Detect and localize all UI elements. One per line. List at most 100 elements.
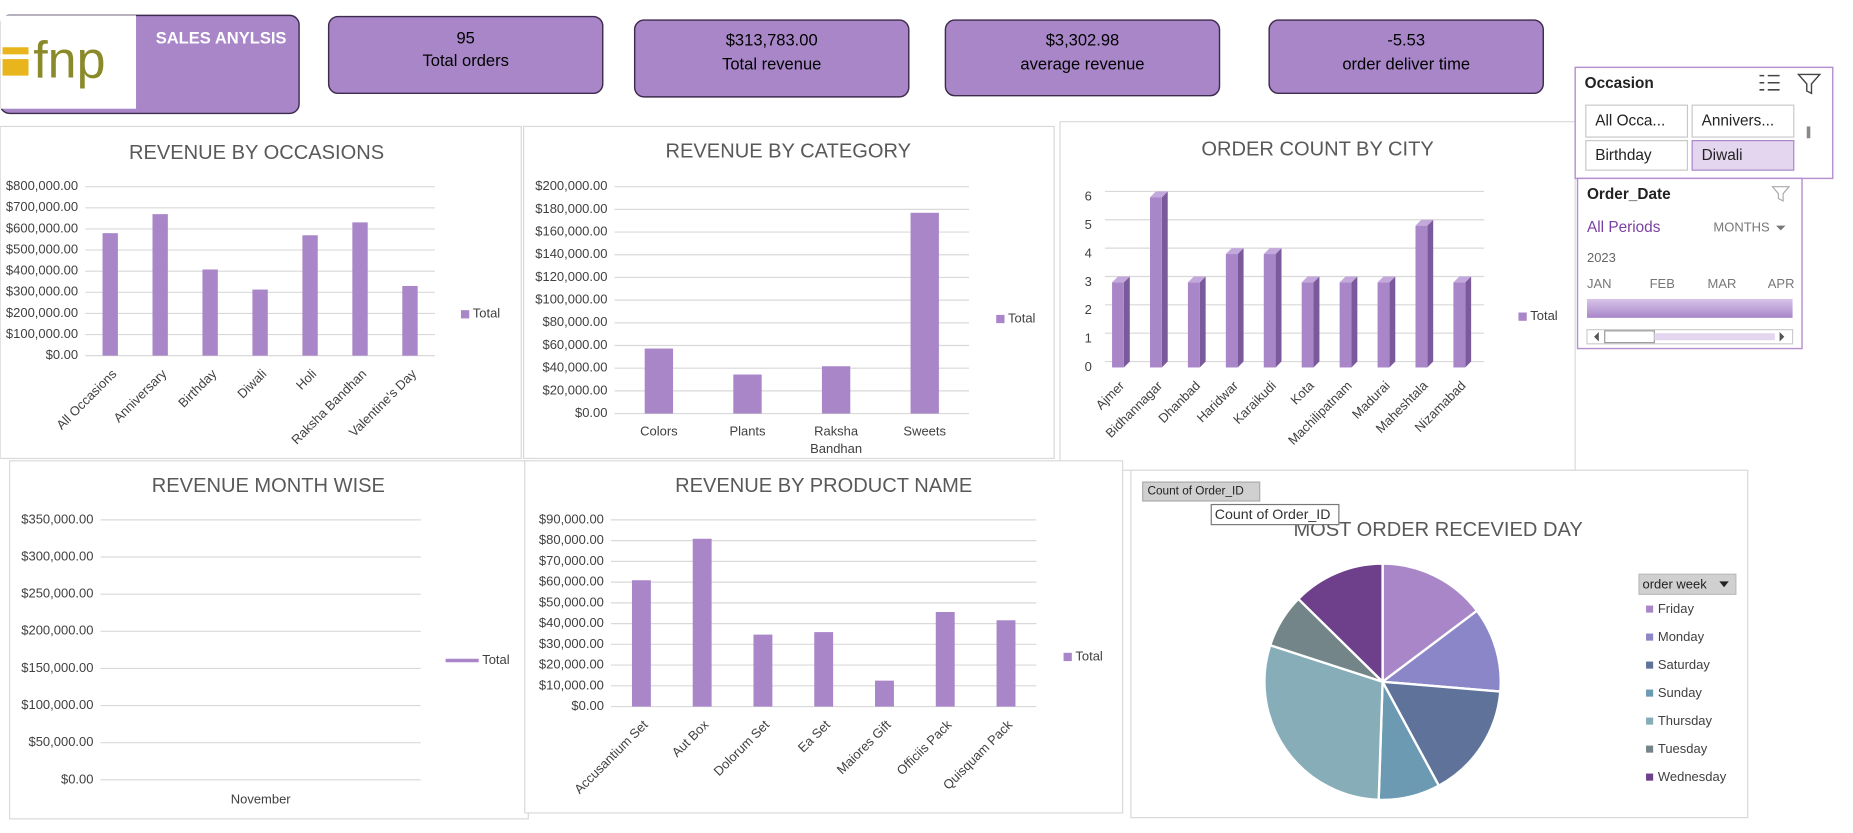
slicer-item-label: All Occa... xyxy=(1595,113,1665,130)
y-tick-label: $700,000.00 xyxy=(6,199,78,214)
bar xyxy=(733,374,762,414)
bar-side xyxy=(1313,276,1320,368)
bar-side xyxy=(1199,276,1206,368)
slicer-item[interactable] xyxy=(1585,104,1689,138)
bar-top xyxy=(1339,276,1358,283)
y-tick-label: $120,000.00 xyxy=(535,269,607,284)
legend-swatch xyxy=(460,310,470,319)
scroll-thumb[interactable] xyxy=(1604,330,1655,344)
bar xyxy=(644,348,674,414)
bar xyxy=(996,620,1016,707)
bar xyxy=(692,538,712,707)
y-tick-label: $90,000.00 xyxy=(539,511,604,526)
bar xyxy=(402,285,418,356)
bar-top xyxy=(1112,276,1130,283)
slicer-scrollbar[interactable] xyxy=(1806,126,1811,139)
bar xyxy=(102,233,118,356)
bar xyxy=(935,611,955,707)
timeline-month: JAN xyxy=(1587,276,1612,291)
y-tick-label: $200,000.00 xyxy=(21,623,93,638)
bar-side xyxy=(1427,219,1434,368)
tooltip-label: Count of Order_ID xyxy=(1215,507,1331,523)
y-tick-label: $40,000.00 xyxy=(542,360,607,375)
pie-slice xyxy=(1381,562,1479,685)
y-tick-label: 6 xyxy=(1085,189,1092,204)
legend-swatch xyxy=(1063,652,1072,662)
pie-slice xyxy=(1296,562,1384,685)
y-tick-label: $20,000.00 xyxy=(539,657,604,672)
y-tick-label: $300,000.00 xyxy=(6,284,78,299)
bar-top xyxy=(1225,248,1244,255)
bar xyxy=(1149,197,1162,368)
y-tick-label: $20,000.00 xyxy=(542,382,607,397)
legend-label: Total xyxy=(473,306,501,321)
bar-side xyxy=(1389,276,1396,368)
y-tick-label: $70,000.00 xyxy=(539,553,604,568)
x-tick-label: November xyxy=(231,791,292,806)
timeline-year: 2023 xyxy=(1587,250,1616,265)
bar-top xyxy=(1187,276,1206,283)
dropdown-arrow xyxy=(1719,581,1729,588)
clear-filter-icon[interactable] xyxy=(1771,186,1791,202)
timeline-title: Order_Date xyxy=(1587,186,1671,203)
timeline-period: All Periods xyxy=(1587,219,1661,236)
kpi-label: order deliver time xyxy=(1342,54,1470,73)
bar xyxy=(252,289,268,356)
kpi-label: average revenue xyxy=(1020,54,1144,73)
y-tick-label: $30,000.00 xyxy=(539,636,604,651)
y-tick-label: $200,000.00 xyxy=(535,178,607,193)
legend-label: Monday xyxy=(1658,629,1705,644)
dropdown-arrow[interactable] xyxy=(1776,225,1786,231)
y-tick-label: $0.00 xyxy=(575,405,607,420)
bar xyxy=(1301,282,1314,368)
timeline xyxy=(1576,177,1803,350)
legend-label: Saturday xyxy=(1658,657,1710,672)
y-tick-label: $80,000.00 xyxy=(542,314,607,329)
slicer-item-label: Birthday xyxy=(1595,147,1652,164)
timeline-level[interactable]: MONTHS xyxy=(1713,219,1770,234)
bar-side xyxy=(1161,191,1168,368)
slicer-item-label: Annivers... xyxy=(1702,113,1775,130)
slicer-item-selected[interactable] xyxy=(1691,140,1795,171)
bar xyxy=(202,269,218,356)
y-tick-label: $500,000.00 xyxy=(6,241,78,256)
clear-filter-icon[interactable] xyxy=(1796,73,1822,95)
legend-swatch xyxy=(1646,773,1654,781)
legend-label: Thursday xyxy=(1658,713,1713,728)
chart-title: MOST ORDER RECEVIED DAY xyxy=(1293,519,1582,541)
kpi-label: Total revenue xyxy=(722,54,821,73)
legend-swatch xyxy=(1646,745,1654,753)
legend-label: Tuesday xyxy=(1658,741,1708,756)
legend-title-box xyxy=(1638,573,1737,595)
slicer-item[interactable] xyxy=(1585,140,1689,171)
y-tick-label: 5 xyxy=(1085,217,1092,232)
bar-top xyxy=(1453,276,1472,283)
multi-select-icon[interactable] xyxy=(1759,74,1780,91)
timeline-bar[interactable] xyxy=(1586,298,1793,318)
bar xyxy=(1453,282,1466,368)
timeline-month: FEB xyxy=(1650,276,1675,291)
bar-side xyxy=(1465,276,1472,368)
header-title: SALES ANYLSIS xyxy=(156,28,287,47)
y-tick-label: $100,000.00 xyxy=(535,292,607,307)
bar-top xyxy=(1301,276,1320,283)
y-tick-label: $60,000.00 xyxy=(539,574,604,589)
y-tick-label: 2 xyxy=(1085,302,1092,317)
y-tick-label: $200,000.00 xyxy=(6,305,78,320)
chart-panel xyxy=(522,125,1055,460)
y-tick-label: $140,000.00 xyxy=(535,246,607,261)
legend-label: Total xyxy=(1008,310,1036,325)
bar xyxy=(1112,282,1124,368)
y-tick-label: $0.00 xyxy=(571,698,604,713)
x-tick-label: Sweets xyxy=(903,424,946,439)
slicer-item[interactable] xyxy=(1691,104,1795,138)
y-tick-label: $0.00 xyxy=(46,347,79,362)
chart-title: REVENUE BY PRODUCT NAME xyxy=(675,475,972,497)
timeline-month: MAR xyxy=(1708,276,1737,291)
bar xyxy=(352,222,368,356)
y-tick-label: $100,000.00 xyxy=(21,697,93,712)
kpi-label: Total orders xyxy=(423,51,509,70)
logo-ribbon xyxy=(0,54,31,60)
kpi-value: $313,783.00 xyxy=(726,31,818,50)
